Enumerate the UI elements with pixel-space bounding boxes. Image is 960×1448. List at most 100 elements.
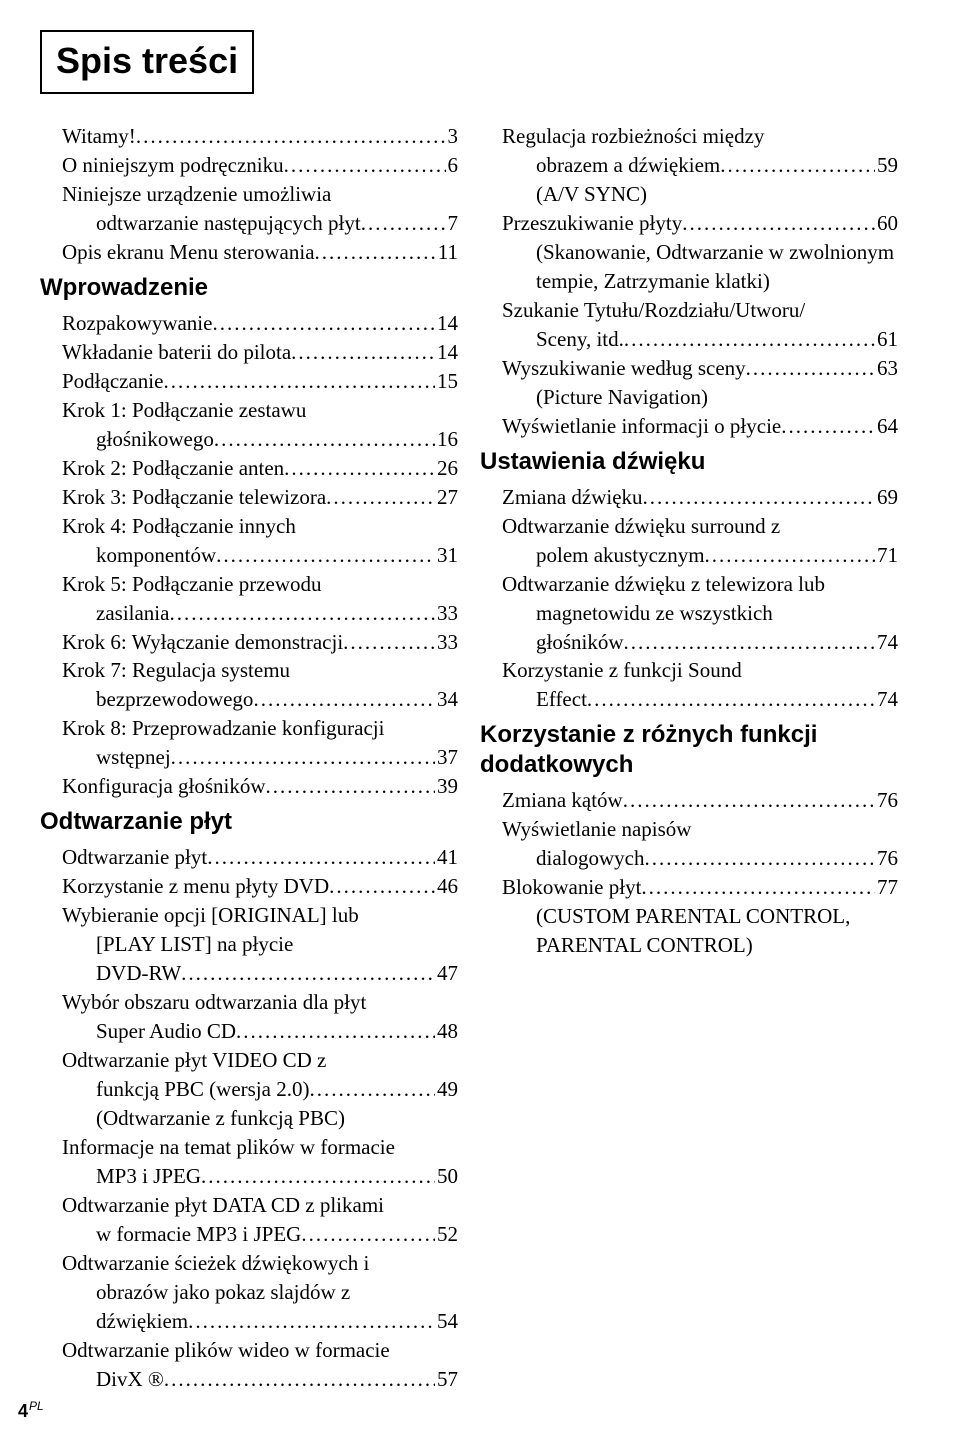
toc-entry-line: Krok 8: Przeprowadzanie konfiguracji <box>40 714 458 743</box>
toc-leader-dots <box>326 483 435 512</box>
toc-entry-line: Korzystanie z funkcji Sound <box>480 656 898 685</box>
toc-entry-text: zasilania <box>96 599 169 628</box>
toc-page-number: 27 <box>435 483 458 512</box>
toc-page-number: 14 <box>435 338 458 367</box>
toc-entry-text: obrazem a dźwiękiem <box>536 151 720 180</box>
toc-entry-line: Rozpakowywanie 14 <box>40 309 458 338</box>
toc-entry-line: Wyszukiwanie według sceny 63 <box>480 354 898 383</box>
toc-leader-dots <box>361 209 446 238</box>
toc-entry-text: funkcją PBC (wersja 2.0) <box>96 1075 309 1104</box>
toc-entry-text: Rozpakowywanie <box>62 309 212 338</box>
toc-entry-line: Wybieranie opcji [ORIGINAL] lub <box>40 901 458 930</box>
toc-page-number: 49 <box>435 1075 458 1104</box>
toc-entry-text: O niniejszym podręczniku <box>62 151 284 180</box>
toc-leader-dots <box>343 628 435 657</box>
toc-leader-dots <box>169 599 435 628</box>
toc-entry-text: polem akustycznym <box>536 541 705 570</box>
toc-entry-line: Blokowanie płyt 77 <box>480 873 898 902</box>
toc-entry-note: (Picture Navigation) <box>480 383 898 412</box>
toc-page-number: 26 <box>435 454 458 483</box>
toc-page-number: 39 <box>435 772 458 801</box>
toc-leader-dots <box>216 541 435 570</box>
toc-page-number: 11 <box>436 238 458 267</box>
toc-leader-dots <box>207 843 435 872</box>
toc-page-number: 47 <box>435 959 458 988</box>
toc-leader-dots <box>315 238 436 267</box>
toc-entry-line: Przeszukiwanie płyty 60 <box>480 209 898 238</box>
toc-entry-line: Odtwarzanie dźwięku surround z <box>480 512 898 541</box>
toc-column-right: Regulacja rozbieżności międzyobrazem a d… <box>480 122 898 1394</box>
toc-leader-dots <box>623 786 875 815</box>
toc-page-number: 3 <box>446 122 459 151</box>
toc-entry-text: Wyszukiwanie według sceny <box>502 354 746 383</box>
toc-entry-line: Zmiana dźwięku 69 <box>480 483 898 512</box>
toc-entry-text: Krok 6: Wyłączanie demonstracji <box>62 628 343 657</box>
toc-entry-line: O niniejszym podręczniku 6 <box>40 151 458 180</box>
toc-leader-dots <box>136 122 446 151</box>
toc-entry-line: w formacie MP3 i JPEG 52 <box>40 1220 458 1249</box>
toc-section-heading: Wprowadzenie <box>40 273 458 303</box>
toc-entry-note: (Skanowanie, Odtwarzanie w zwolnionym te… <box>480 238 898 296</box>
toc-page-number: 52 <box>435 1220 458 1249</box>
toc-entry-line: dialogowych 76 <box>480 844 898 873</box>
toc-entry-line: komponentów 31 <box>40 541 458 570</box>
toc-leader-dots <box>164 1365 435 1394</box>
toc-leader-dots <box>720 151 875 180</box>
toc-page-number: 37 <box>435 743 458 772</box>
toc-entry-line: Opis ekranu Menu sterowania 11 <box>40 238 458 267</box>
toc-entry-line: funkcją PBC (wersja 2.0) 49 <box>40 1075 458 1104</box>
toc-entry-line: Krok 7: Regulacja systemu <box>40 656 458 685</box>
toc-entry-line: magnetowidu ze wszystkich <box>480 599 898 628</box>
toc-entry-line: Effect 74 <box>480 685 898 714</box>
toc-entry-text: w formacie MP3 i JPEG <box>96 1220 301 1249</box>
toc-leader-dots <box>781 412 875 441</box>
toc-page-number: 7 <box>446 209 459 238</box>
toc-leader-dots <box>188 1307 435 1336</box>
toc-page-number: 61 <box>875 325 898 354</box>
toc-entry-text: Opis ekranu Menu sterowania <box>62 238 315 267</box>
toc-entry-line: Sceny, itd. 61 <box>480 325 898 354</box>
toc-entry-line: Odtwarzanie płyt DATA CD z plikami <box>40 1191 458 1220</box>
toc-entry-text: Super Audio CD <box>96 1017 236 1046</box>
toc-entry-line: Odtwarzanie ścieżek dźwiękowych i <box>40 1249 458 1278</box>
toc-entry-text: Korzystanie z menu płyty DVD <box>62 872 329 901</box>
toc-leader-dots <box>284 151 446 180</box>
toc-page-number: 16 <box>435 425 458 454</box>
toc-entry-text: Przeszukiwanie płyty <box>502 209 682 238</box>
toc-entry-line: Odtwarzanie plików wideo w formacie <box>40 1336 458 1365</box>
toc-entry-line: głośników 74 <box>480 628 898 657</box>
toc-leader-dots <box>643 483 875 512</box>
toc-leader-dots <box>266 772 435 801</box>
toc-entry-line: Krok 2: Podłączanie anten 26 <box>40 454 458 483</box>
toc-entry-line: Regulacja rozbieżności między <box>480 122 898 151</box>
toc-entry-line: Wybór obszaru odtwarzania dla płyt <box>40 988 458 1017</box>
toc-entry-text: głośnikowego <box>96 425 214 454</box>
toc-entry-text: Podłączanie <box>62 367 163 396</box>
toc-entry-text: Odtwarzanie płyt <box>62 843 207 872</box>
toc-entry-text: Sceny, itd. <box>536 325 624 354</box>
toc-leader-dots <box>624 325 875 354</box>
toc-entry-line: Krok 6: Wyłączanie demonstracji 33 <box>40 628 458 657</box>
page-number: 4 <box>18 1401 28 1421</box>
toc-entry-text: wstępnej <box>96 743 171 772</box>
toc-page-number: 69 <box>875 483 898 512</box>
toc-entry-text: DivX ® <box>96 1365 164 1394</box>
toc-entry-text: Witamy! <box>62 122 136 151</box>
toc-entry-line: Wyświetlanie informacji o płycie 64 <box>480 412 898 441</box>
toc-page-number: 33 <box>435 599 458 628</box>
toc-page-number: 77 <box>875 873 898 902</box>
toc-columns: Witamy! 3O niniejszym podręczniku 6Ninie… <box>40 122 920 1394</box>
toc-entry-text: głośników <box>536 628 624 657</box>
toc-entry-text: dialogowych <box>536 844 644 873</box>
toc-page-number: 76 <box>875 844 898 873</box>
toc-entry-line: Odtwarzanie dźwięku z telewizora lub <box>480 570 898 599</box>
toc-column-left: Witamy! 3O niniejszym podręczniku 6Ninie… <box>40 122 458 1394</box>
toc-entry-text: Zmiana dźwięku <box>502 483 643 512</box>
toc-entry-text: Konfiguracja głośników <box>62 772 266 801</box>
toc-entry-line: Wkładanie baterii do pilota 14 <box>40 338 458 367</box>
toc-leader-dots <box>163 367 435 396</box>
toc-entry-line: Konfiguracja głośników 39 <box>40 772 458 801</box>
toc-page-number: 60 <box>875 209 898 238</box>
toc-page-number: 76 <box>875 786 898 815</box>
toc-leader-dots <box>587 685 875 714</box>
